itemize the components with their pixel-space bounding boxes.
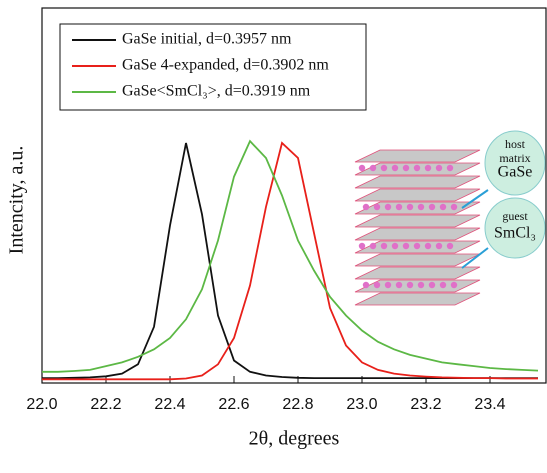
guest-atom <box>362 281 370 289</box>
guest-atom <box>446 164 454 172</box>
guest-atom <box>384 203 392 211</box>
series-line <box>42 139 539 373</box>
layer-plate <box>354 279 481 293</box>
layer-plate <box>354 175 481 189</box>
inset-diagram <box>354 149 481 306</box>
x-tick-label: 23.0 <box>346 396 377 413</box>
guest-atom <box>424 164 432 172</box>
guest-atom <box>413 242 421 250</box>
guest-bubble <box>484 197 546 259</box>
guest-atom <box>395 281 403 289</box>
legend-label: GaSe initial, d=0.3957 nm <box>122 31 292 48</box>
guest-atom <box>406 203 414 211</box>
layer-plate <box>354 227 481 241</box>
layer-plate <box>354 266 481 280</box>
guest-atom <box>391 242 399 250</box>
guest-atom <box>428 281 436 289</box>
series-line <box>42 141 538 381</box>
legend-label: GaSe 4-expanded, d=0.3902 nm <box>122 57 329 74</box>
x-tick-label: 22.6 <box>218 396 249 413</box>
guest-atom <box>369 242 377 250</box>
guest-atom <box>413 164 421 172</box>
x-tick-label: 23.2 <box>410 396 441 413</box>
guest-atom <box>435 164 443 172</box>
guest-atom <box>435 242 443 250</box>
arrow <box>461 189 489 209</box>
x-tick-label: 23.4 <box>474 396 505 413</box>
x-tick-label: 22.2 <box>90 396 121 413</box>
layer-plate <box>354 214 481 228</box>
guest-atom <box>439 281 447 289</box>
guest-atom <box>417 281 425 289</box>
guest-atom <box>450 281 458 289</box>
layer-plate <box>354 292 481 306</box>
guest-atom <box>446 242 454 250</box>
legend-label: GaSe<SmCl₃>, d=0.3919 nm <box>122 83 311 100</box>
guest-atom <box>358 242 366 250</box>
annotation: matrix <box>499 151 530 165</box>
x-tick-label: 22.0 <box>26 396 57 413</box>
x-tick-label: 22.4 <box>154 396 185 413</box>
guest-atom <box>362 203 370 211</box>
annotation: GaSe <box>498 164 533 181</box>
layer-plate <box>354 188 481 202</box>
guest-atom <box>373 281 381 289</box>
guest-atom <box>406 281 414 289</box>
guest-atom <box>428 203 436 211</box>
host-bubble <box>484 130 546 196</box>
guest-atom <box>380 164 388 172</box>
layer-plate <box>354 253 481 267</box>
x-axis-title: 2θ, degrees <box>249 428 340 450</box>
guest-atom <box>369 164 377 172</box>
annotation: host <box>505 137 526 151</box>
layer-plate <box>354 201 481 215</box>
guest-atom <box>417 203 425 211</box>
guest-atom <box>373 203 381 211</box>
guest-atom <box>391 164 399 172</box>
guest-atom <box>358 164 366 172</box>
guest-atom <box>380 242 388 250</box>
guest-atom <box>402 164 410 172</box>
annotation: guest <box>502 209 528 223</box>
x-tick-label: 22.8 <box>282 396 313 413</box>
guest-atom <box>402 242 410 250</box>
plot-frame <box>41 7 547 384</box>
guest-atom <box>450 203 458 211</box>
y-axis-title: Intencity, a.u. <box>6 146 28 255</box>
layer-plate <box>354 149 481 163</box>
annotation: SmCl₃ <box>494 225 536 242</box>
guest-atom <box>439 203 447 211</box>
arrow <box>461 247 489 269</box>
guest-atom <box>384 281 392 289</box>
guest-atom <box>395 203 403 211</box>
guest-atom <box>424 242 432 250</box>
